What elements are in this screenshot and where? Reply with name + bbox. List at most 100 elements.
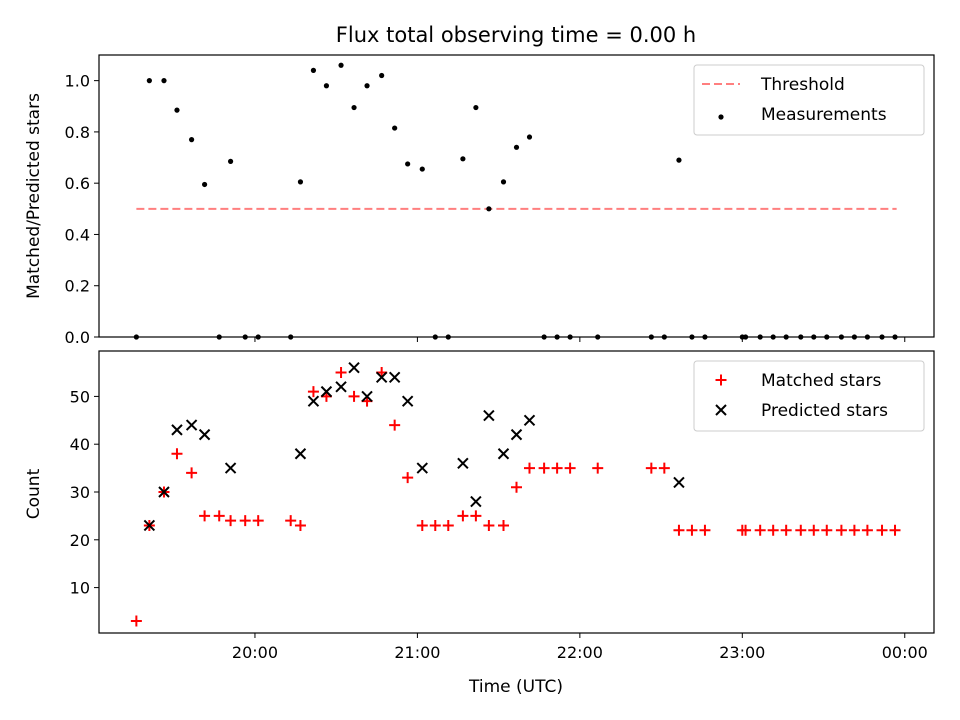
measurement-point xyxy=(824,334,830,340)
measurement-point xyxy=(595,334,601,340)
measurement-point xyxy=(513,144,520,150)
measurement-point xyxy=(851,334,857,340)
matched-star-marker xyxy=(442,519,454,531)
bottom-panel-counts: 20:00 21:00 22:00 23:00 00:00 10 20 30 40 50 Match… xyxy=(70,350,935,662)
predicted-star-marker xyxy=(457,457,469,470)
predicted-star-marker xyxy=(510,428,523,441)
predicted-star-marker xyxy=(483,409,495,422)
measurement-point xyxy=(364,83,370,89)
legend-box xyxy=(693,64,925,136)
measurement-point xyxy=(838,334,845,340)
predicted-star-marker xyxy=(320,385,333,398)
matched-star-marker xyxy=(754,524,766,536)
measurement-point xyxy=(146,78,152,84)
measurement-point xyxy=(702,334,708,340)
matched-star-marker xyxy=(483,519,495,531)
chart-title: Flux total observing time = 0.00 h xyxy=(336,23,696,47)
matched-star-marker xyxy=(861,524,873,536)
top-y-axis-label: Matched/Predicted stars xyxy=(24,93,44,299)
measurement-point xyxy=(392,125,398,131)
predicted-star-marker xyxy=(523,414,536,427)
matched-star-marker xyxy=(673,524,685,536)
legend-box xyxy=(693,360,925,432)
matched-star-marker xyxy=(429,519,441,531)
measurement-point xyxy=(460,156,466,162)
matched-star-marker xyxy=(416,519,428,531)
measurement-point xyxy=(338,62,344,68)
matched-star-marker xyxy=(498,519,510,531)
measurement-point xyxy=(255,334,261,340)
x-tick-label: 22:00 xyxy=(557,643,603,662)
bottom-y-tick-label: 10 xyxy=(70,579,90,598)
legend-label: Predicted stars xyxy=(761,401,888,421)
matched-star-marker xyxy=(835,524,847,536)
matched-star-marker xyxy=(686,524,698,536)
matched-star-marker xyxy=(225,515,237,527)
predicted-star-marker xyxy=(673,476,685,489)
bottom-y-tick-label: 40 xyxy=(70,435,90,454)
top-panel-ratio: 0.0 0.2 0.4 0.6 0.8 1.0 Threshold Measurements xyxy=(65,54,935,347)
matched-star-marker xyxy=(876,524,888,536)
legend-label: Matched stars xyxy=(761,371,881,391)
measurement-point xyxy=(445,334,451,340)
measurement-point xyxy=(567,334,573,340)
predicted-star-marker xyxy=(388,371,401,383)
x-tick-label: 21:00 xyxy=(394,643,440,662)
predicted-star-marker xyxy=(307,395,320,407)
predicted-star-marker xyxy=(143,519,156,532)
matched-star-marker xyxy=(564,462,576,474)
matched-star-marker xyxy=(307,386,319,398)
matched-star-marker xyxy=(767,524,779,536)
x-tick-label: 00:00 xyxy=(882,643,928,662)
top-y-tick-label: 0.6 xyxy=(65,174,90,193)
measurement-point xyxy=(161,78,167,84)
matched-star-marker xyxy=(780,524,792,536)
measurement-point xyxy=(500,179,507,185)
matched-star-marker xyxy=(699,524,711,536)
bottom-legend: Matched stars Predicted stars xyxy=(693,360,925,432)
matched-star-marker xyxy=(213,510,225,522)
measurement-point xyxy=(757,334,763,340)
top-y-tick-label: 0.0 xyxy=(65,328,90,347)
measurement-point xyxy=(661,334,667,340)
x-tick-label: 23:00 xyxy=(719,643,765,662)
predicted-star-marker xyxy=(416,462,428,474)
predicted-star-marker xyxy=(401,395,414,407)
measurement-point xyxy=(419,166,425,172)
measurement-point xyxy=(432,334,438,340)
matched-star-marker xyxy=(658,462,670,474)
legend-label: Threshold xyxy=(760,75,845,95)
matched-star-marker xyxy=(795,524,807,536)
matched-star-marker xyxy=(889,524,901,536)
matched-star-marker xyxy=(457,510,469,522)
x-tick-label: 20:00 xyxy=(232,643,278,662)
legend-matched-swatch xyxy=(715,374,727,386)
measurement-point xyxy=(554,334,560,340)
matched-star-marker xyxy=(538,462,550,474)
predicted-star-marker xyxy=(335,381,347,393)
matched-star-marker xyxy=(808,524,820,536)
predicted-star-marker xyxy=(158,486,170,498)
matched-star-marker xyxy=(239,515,251,527)
matched-star-marker xyxy=(252,515,264,527)
matched-star-marker xyxy=(821,524,833,536)
measurement-point xyxy=(689,334,695,340)
predicted-star-marker xyxy=(497,448,510,460)
measurement-point xyxy=(892,334,898,340)
top-y-tick-label: 0.8 xyxy=(65,123,90,142)
matched-star-marker xyxy=(285,515,297,527)
measurement-point xyxy=(310,67,317,73)
measurement-point xyxy=(288,334,294,340)
measurement-point xyxy=(379,72,385,79)
measurement-point xyxy=(541,334,547,340)
measurement-point xyxy=(770,334,776,340)
matched-star-marker xyxy=(592,462,604,474)
matched-star-marker xyxy=(551,462,563,474)
matched-star-marker xyxy=(130,615,142,627)
legend-predicted-swatch xyxy=(715,404,727,416)
measurement-point xyxy=(526,134,533,140)
measurement-point xyxy=(405,161,411,167)
top-axes-frame xyxy=(98,54,935,338)
matched-star-marker xyxy=(402,472,414,484)
